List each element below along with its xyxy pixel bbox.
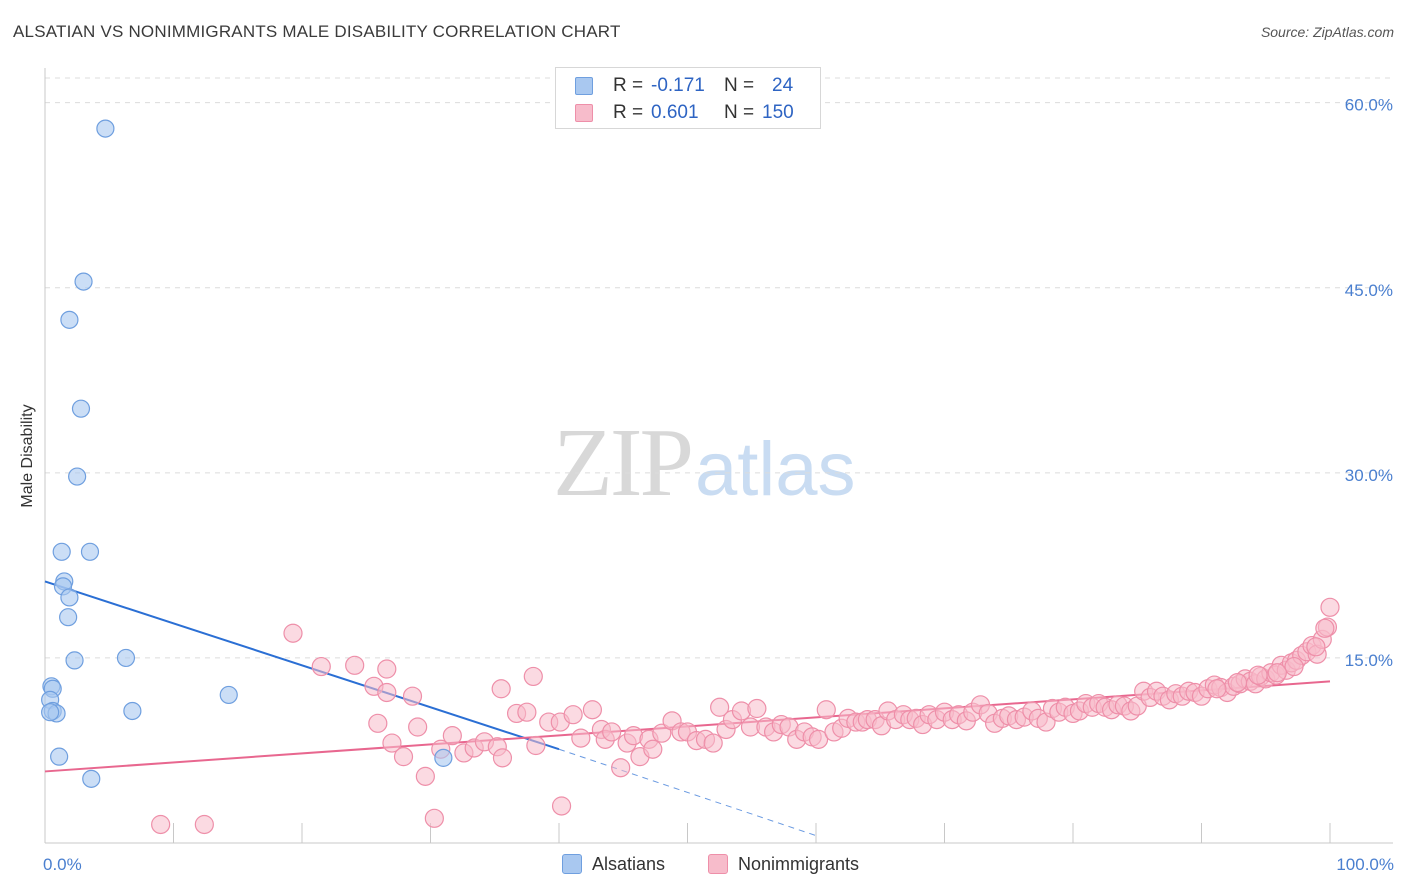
y-tick-label: 60.0% [1345,96,1393,115]
nonimmigrants-point [194,814,214,835]
alsatians-trend-group [44,580,817,837]
x-tick-label: 0.0% [43,855,82,874]
alsatians-points [41,119,453,788]
nonimmigrants-point [816,700,836,720]
nonimmigrants-point [424,808,444,828]
nonimmigrants-point [1306,637,1326,657]
nonimmigrants-point [563,705,583,725]
nonimmigrants-point [1315,618,1335,638]
y-tick-label: 15.0% [1345,651,1393,670]
alsatians-point [96,119,115,138]
nonimmigrants-point [643,739,663,759]
alsatians-point [80,542,100,561]
nonimmigrants-point [393,747,414,767]
nonimmigrants-point [1227,672,1248,693]
watermark: ZIPatlas [553,405,856,519]
alsatians-point [219,685,238,705]
x-tick-label: 100.0% [1336,855,1394,874]
alsatians-point [68,467,87,486]
watermark-atlas: atlas [695,427,856,512]
nonimmigrants-point [571,728,591,748]
alsatians-point [65,651,84,670]
n-value: 24 [772,75,794,96]
alsatians-legend-label: Alsatians [592,853,666,874]
nonimmigrants-point [382,733,402,753]
nonimmigrants-point [368,713,388,733]
nonimmigrants-point [345,655,365,675]
n-label: N = [724,75,755,96]
alsatians-point [60,310,79,329]
alsatians-point [52,542,71,561]
r-value: 0.601 [651,102,699,123]
y-tick-label: 30.0% [1345,466,1393,485]
nonimmigrants-point [151,814,171,835]
nonimmigrants-point [491,679,511,699]
nonimmigrants-legend-label: Nonimmigrants [738,853,860,874]
nonimmigrants-point [611,758,631,778]
alsatians-point [50,747,69,766]
nonimmigrants-point [1207,679,1227,699]
nonimmigrants-point [408,717,428,737]
nonimmigrants-point [377,682,397,703]
alsatians-trend-extension [558,748,817,837]
nonimmigrants-point [523,666,543,687]
alsatians-point [60,588,79,607]
alsatians-point [41,703,60,722]
nonimmigrants-point [602,722,622,742]
alsatians-point [59,608,78,627]
alsatians-trend-line [44,580,560,751]
tick-labels: 15.0% 30.0% 45.0% 60.0% 0.0% 100.0% [43,96,1394,874]
nonimmigrants-point [1284,656,1304,677]
nonimmigrants-point [551,796,572,816]
stats-legend: R = -0.171 N = 24 R = 0.601 N = 150 [555,67,821,129]
nonimmigrants-points [151,597,1340,835]
nonimmigrants-point [402,686,423,706]
nonimmigrants-point [703,733,723,753]
nonimmigrants-point [492,748,513,768]
nonimmigrants-swatch [575,104,593,122]
nonimmigrants-point [808,729,829,749]
nonimmigrants-point [442,726,462,746]
alsatians-legend-swatch [562,854,582,874]
chart-title: ALSATIAN VS NONIMMIGRANTS MALE DISABILIT… [13,22,621,41]
y-tick-label: 45.0% [1345,281,1393,300]
watermark-zip: ZIP [553,409,694,517]
nonimmigrants-point [311,656,331,677]
n-value: 150 [762,102,794,123]
alsatians-point [71,399,91,418]
alsatians-point [74,272,93,291]
nonimmigrants-point [747,698,767,719]
alsatians-swatch [575,77,593,95]
alsatians-point [123,701,142,721]
nonimmigrants-point [1248,665,1268,685]
nonimmigrants-point [1267,663,1287,683]
nonimmigrants-point [415,766,435,786]
grid-lines [45,77,1393,659]
nonimmigrants-point [517,702,537,722]
nonimmigrants-point [283,623,303,643]
legend-item-nonimmigrants[interactable]: Nonimmigrants [708,852,859,876]
alsatians-point [434,748,453,767]
alsatians-point [116,648,136,668]
nonimmigrants-point [652,723,672,743]
nonimmigrants-point [582,700,603,720]
nonimmigrants-legend-swatch [708,854,728,874]
nonimmigrants-point [377,659,397,679]
r-value: -0.171 [651,75,705,96]
n-label: N = [724,102,755,123]
legend-item-alsatians[interactable]: Alsatians [562,852,665,876]
nonimmigrants-point [1320,597,1340,617]
nonimmigrants-point [526,735,546,756]
nonimmigrants-point [710,697,730,717]
alsatians-point [82,769,101,788]
r-label: R = [613,75,644,96]
source-credit: Source: ZipAtlas.com [1260,24,1394,40]
r-label: R = [613,102,644,123]
